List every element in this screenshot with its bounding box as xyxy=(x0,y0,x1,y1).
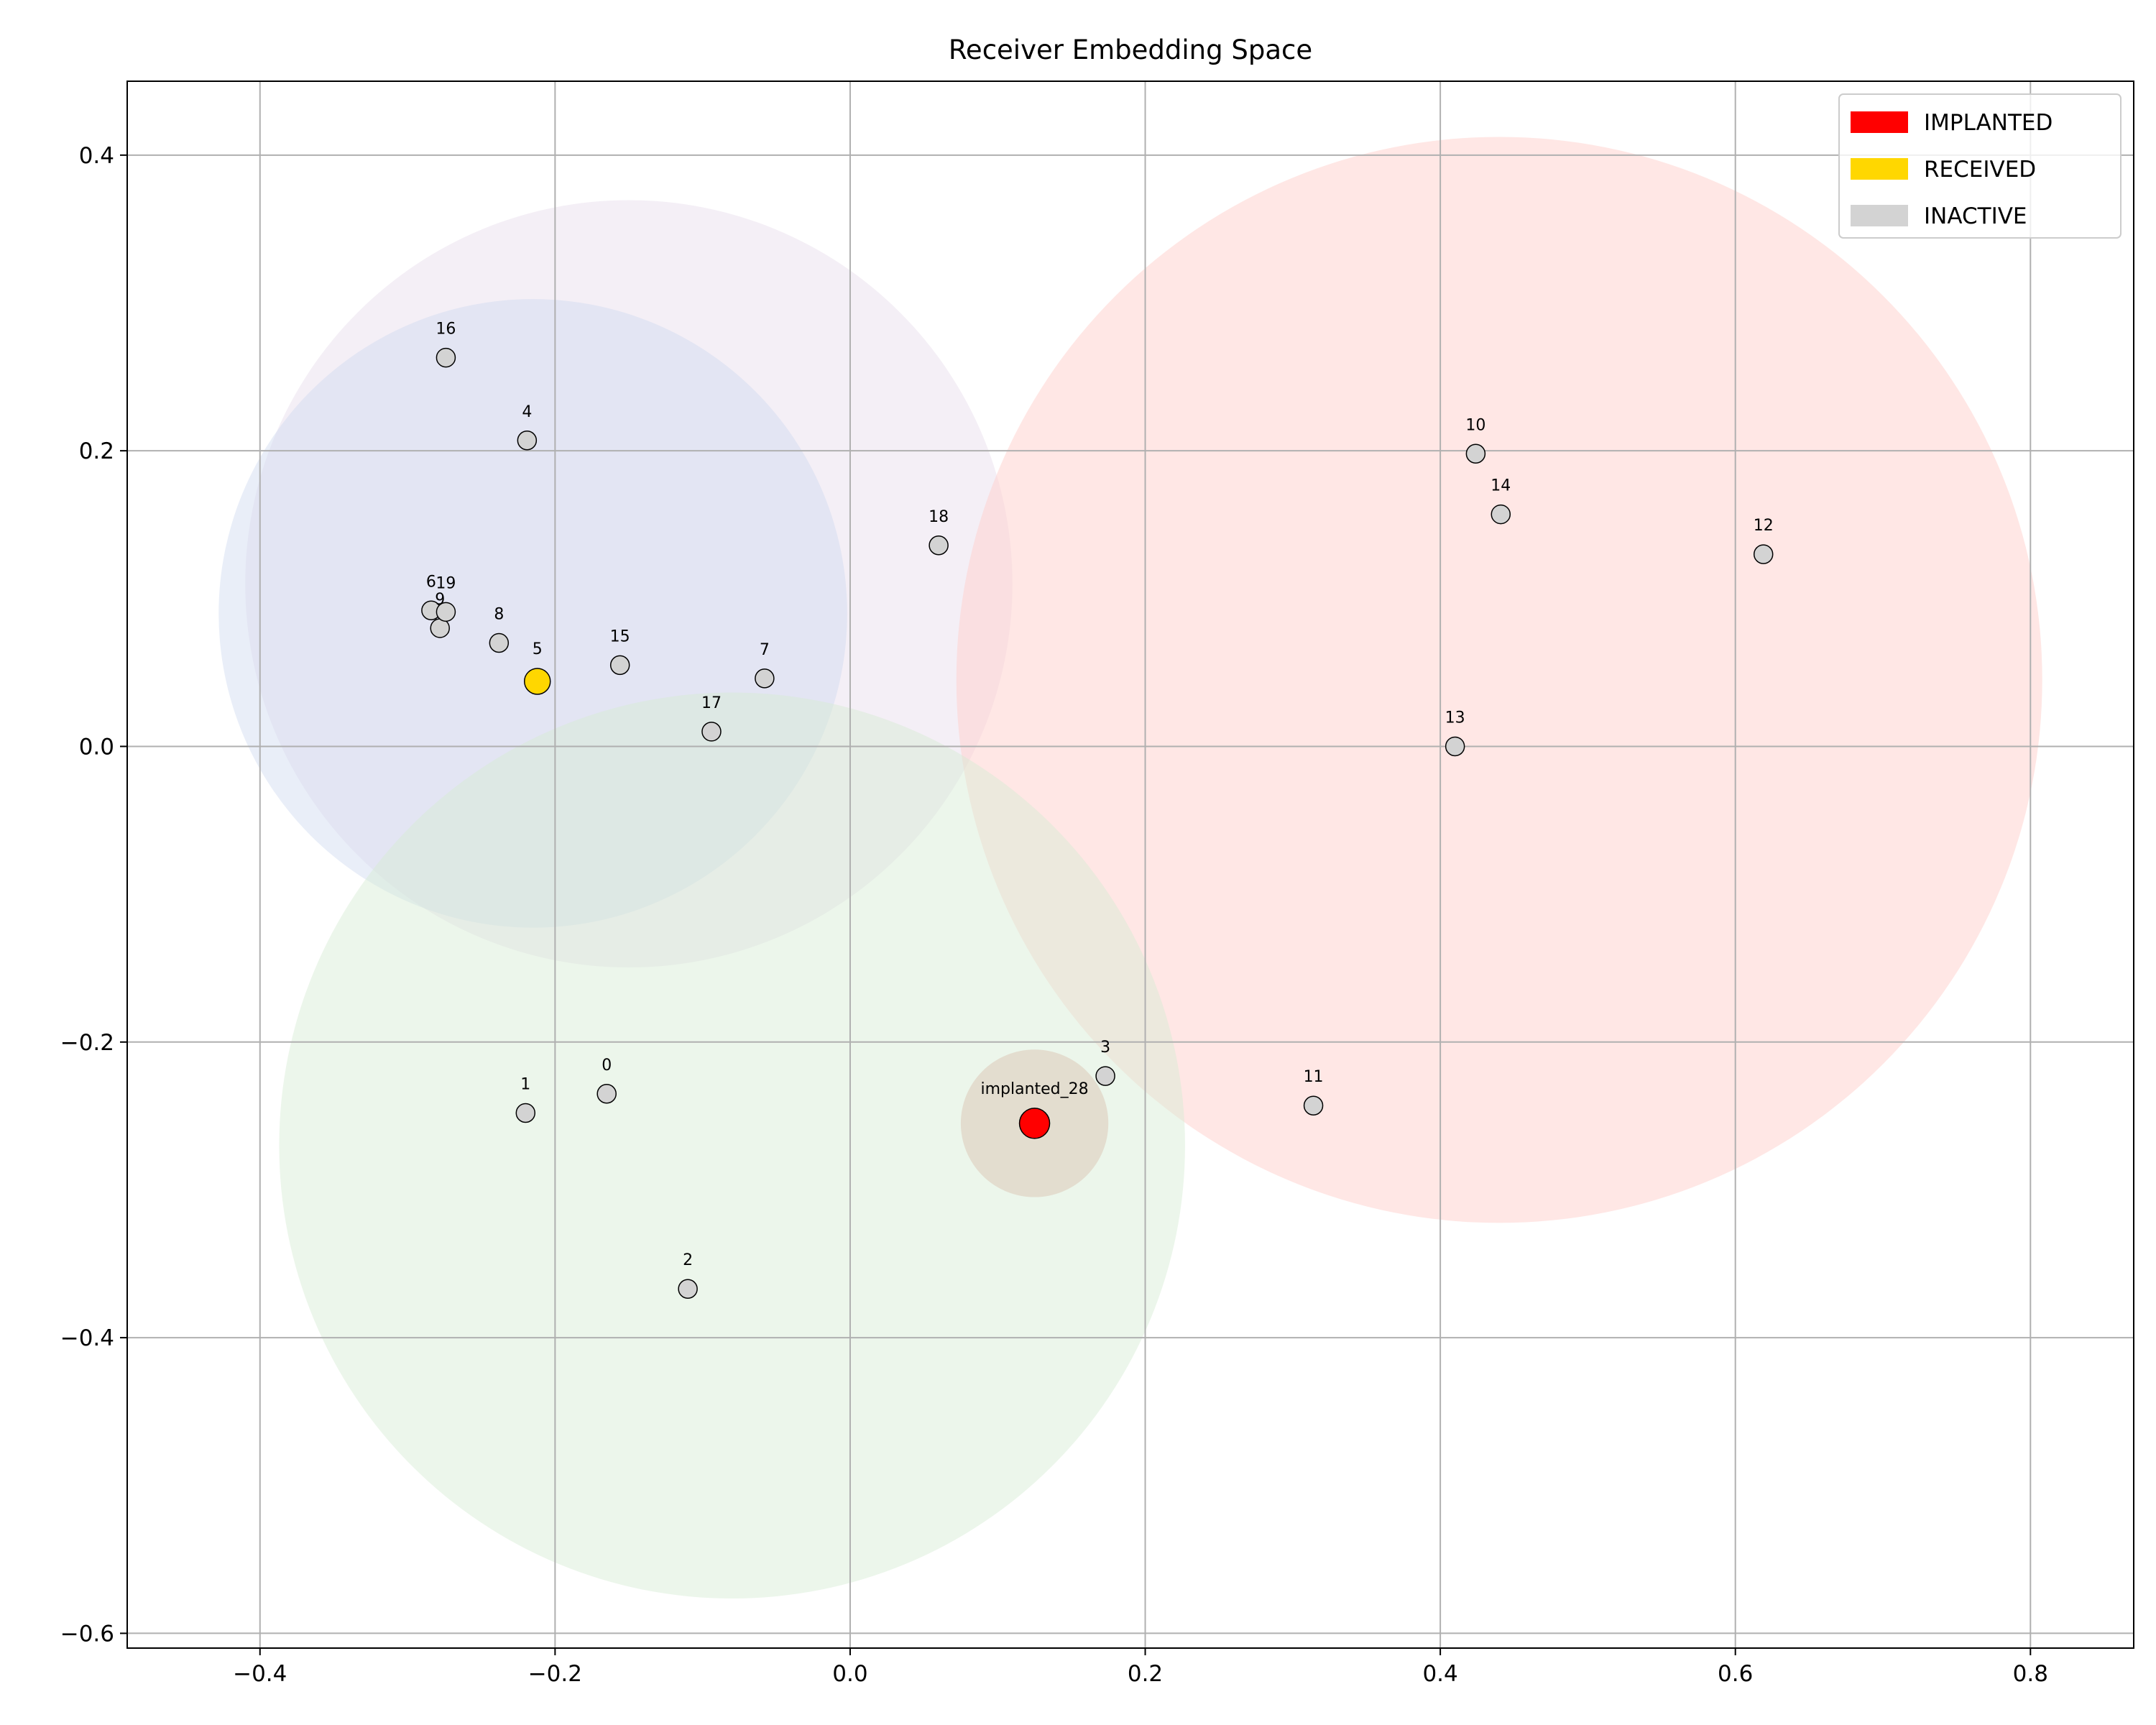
point-label-2: 2 xyxy=(683,1251,693,1269)
data-point-3 xyxy=(1095,1066,1115,1086)
data-point-13 xyxy=(1445,736,1465,757)
legend-swatch-inactive xyxy=(1851,205,1908,226)
y-tick-label: 0.0 xyxy=(79,734,114,760)
legend-swatch-implanted xyxy=(1851,111,1908,133)
legend-label-inactive: INACTIVE xyxy=(1924,203,2027,229)
point-label-8: 8 xyxy=(494,606,504,624)
data-point-2 xyxy=(678,1279,698,1299)
data-point-14 xyxy=(1491,504,1511,525)
data-point-0 xyxy=(596,1084,617,1104)
cluster-region-2 xyxy=(956,137,2042,1223)
point-label-16: 16 xyxy=(436,321,456,339)
y-tick-label: 0.4 xyxy=(79,143,114,169)
data-point-17 xyxy=(701,722,722,742)
point-label-14: 14 xyxy=(1491,477,1511,495)
data-point-5 xyxy=(523,668,551,695)
legend-swatch-received xyxy=(1851,158,1908,180)
data-point-4 xyxy=(517,431,538,451)
y-tick-label: −0.2 xyxy=(60,1030,114,1056)
point-label-3: 3 xyxy=(1100,1039,1110,1057)
point-label-11: 11 xyxy=(1304,1068,1324,1086)
y-tick-label: 0.2 xyxy=(79,438,114,464)
point-label-1: 1 xyxy=(520,1076,530,1094)
chart-title: Receiver Embedding Space xyxy=(949,34,1312,65)
data-point-18 xyxy=(929,535,949,556)
y-tick-label: −0.6 xyxy=(60,1621,114,1647)
point-label-17: 17 xyxy=(701,694,722,712)
data-point-12 xyxy=(1753,544,1774,564)
x-tick-label: 0.2 xyxy=(1128,1661,1163,1687)
point-label-7: 7 xyxy=(760,641,770,659)
legend-label-implanted: IMPLANTED xyxy=(1924,110,2053,136)
point-label-12: 12 xyxy=(1754,517,1774,535)
ticks-layer: −0.4 −0.2 0.0 0.2 0.4 0.6 0.8 −0.6 −0.4 −0.2 0.0 0.… xyxy=(60,143,2048,1687)
data-point-15 xyxy=(609,655,630,676)
x-tick-label: 0.4 xyxy=(1422,1661,1457,1687)
legend: IMPLANTED RECEIVED INACTIVE xyxy=(1838,93,2122,239)
cluster-region-3 xyxy=(279,692,1185,1599)
point-label-implanted_28: implanted_28 xyxy=(980,1080,1088,1098)
data-point-7 xyxy=(755,668,775,689)
x-tick-label: −0.4 xyxy=(233,1661,287,1687)
point-label-13: 13 xyxy=(1445,709,1465,727)
region-layer xyxy=(218,137,2042,1599)
point-label-0: 0 xyxy=(602,1057,612,1075)
point-label-15: 15 xyxy=(610,627,630,645)
data-point-10 xyxy=(1465,443,1486,464)
point-label-18: 18 xyxy=(929,508,949,526)
points-layer: 012345678910111213141516171819implanted_… xyxy=(421,321,1774,1299)
point-label-5: 5 xyxy=(533,640,543,658)
x-tick-label: 0.6 xyxy=(1718,1661,1753,1687)
cluster-region-0 xyxy=(245,200,1013,968)
data-point-1 xyxy=(515,1103,536,1123)
point-label-19: 19 xyxy=(436,574,456,592)
point-label-6: 6 xyxy=(426,573,436,591)
x-tick-label: 0.0 xyxy=(832,1661,867,1687)
cluster-region-1 xyxy=(218,299,847,928)
point-label-10: 10 xyxy=(1465,416,1485,434)
point-label-4: 4 xyxy=(522,403,532,421)
legend-label-received: RECEIVED xyxy=(1924,157,2036,183)
data-point-implanted_28 xyxy=(1018,1108,1051,1139)
data-point-11 xyxy=(1303,1095,1324,1116)
plot-frame xyxy=(126,80,2134,1649)
data-point-8 xyxy=(489,632,510,653)
grid-layer xyxy=(127,81,2134,1648)
data-point-16 xyxy=(436,347,456,368)
x-tick-label: 0.8 xyxy=(2013,1661,2048,1687)
legend-box xyxy=(1838,93,2122,239)
y-tick-label: −0.4 xyxy=(60,1325,114,1351)
x-tick-label: −0.2 xyxy=(528,1661,582,1687)
data-point-19 xyxy=(436,602,456,622)
